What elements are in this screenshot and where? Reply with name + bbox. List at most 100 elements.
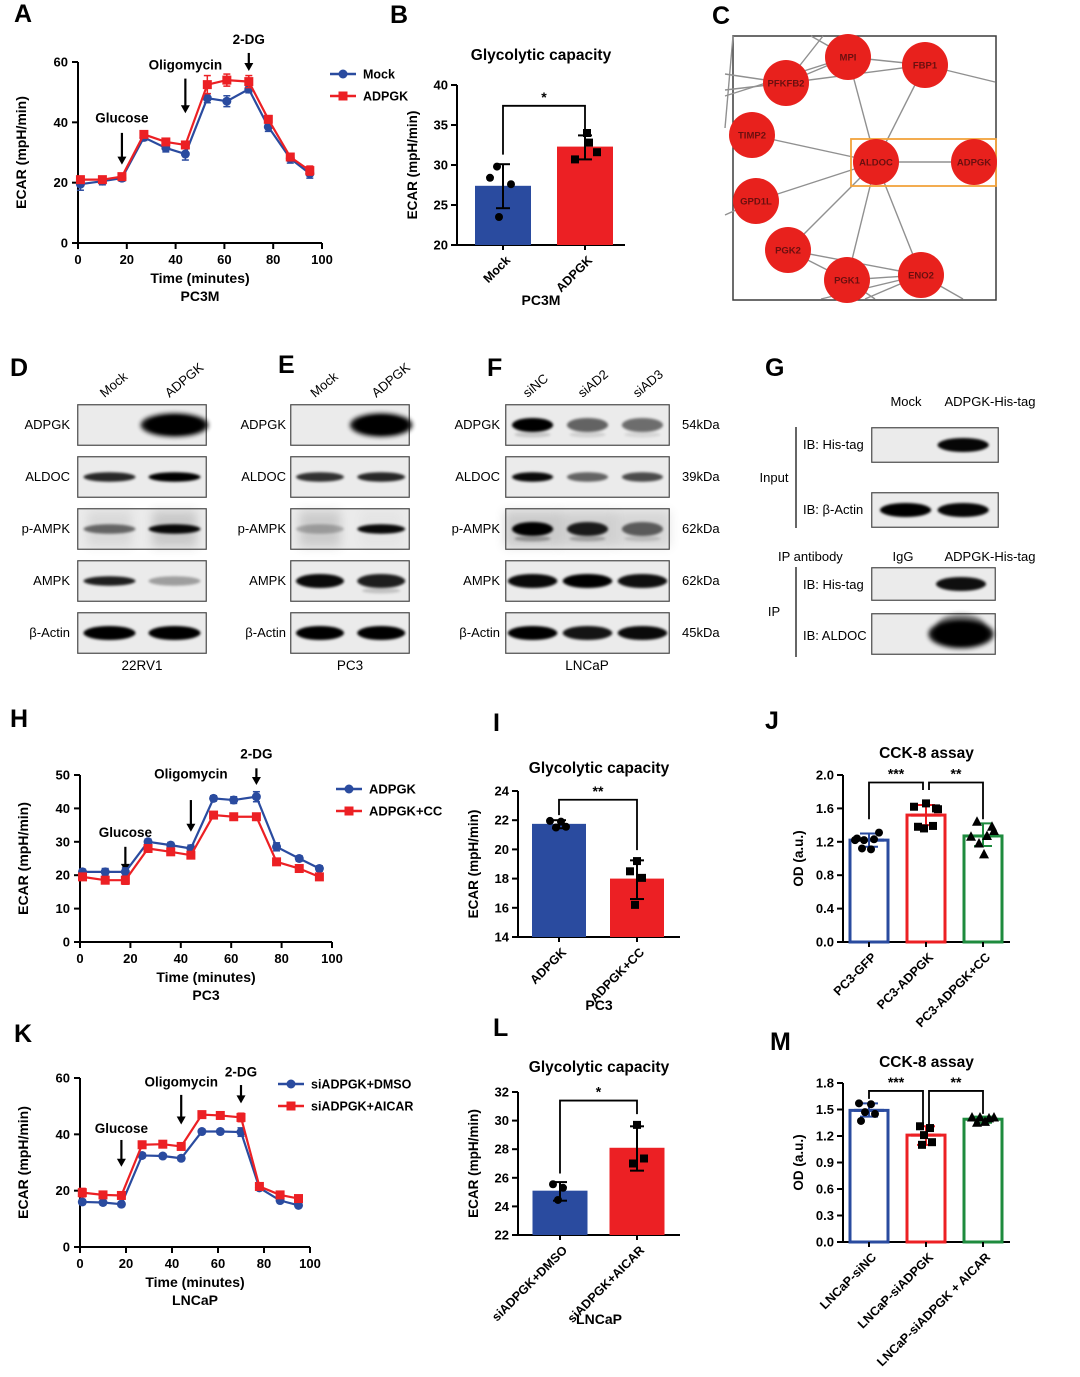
panel-d: D Mock ADPGK ADPGK ALDOC p-AMPK AMPK β-Actin 22… [10,352,250,692]
western-blot-lncap: siNC siAD2 siAD3 ADPGK 54kDa ALDOC 39kDa p-AMPK… [452,367,721,673]
lane-header: siAD3 [630,367,666,401]
significance-label: ** [951,766,962,782]
y-tick-label: 0.8 [816,868,834,883]
square-marker-icon [294,1194,303,1204]
circle-marker-icon [855,1099,863,1108]
blot-strip [871,567,996,601]
y-tick-label: 20 [56,1183,70,1198]
y-tick-label: 60 [56,1071,70,1086]
blot-row-label: AMPK [463,573,500,588]
arrowhead-icon [236,1095,246,1104]
protein-band [148,524,201,534]
legend-label: Mock [363,68,395,82]
square-marker-icon [633,1120,641,1129]
circle-marker-icon [493,162,501,171]
protein-band [566,418,609,432]
y-tick-label: 0.9 [816,1155,834,1170]
blot-row-label: β-Actin [245,625,286,640]
protein-band [617,626,668,640]
y-tick-label: 0.3 [816,1208,834,1223]
blot-strip [505,404,670,446]
category-label: ADPGK+CC [587,945,647,1005]
square-marker-icon [229,812,239,822]
series-line [80,87,311,186]
square-marker-icon [920,1131,928,1140]
protein-band [617,574,668,588]
blot-row-label: ALDOC [25,469,70,484]
category-label: PC3-GFP [831,950,879,998]
blot-row-label: p-AMPK [238,521,287,536]
annotation-label: Oligomycin [154,766,228,781]
protein-band [507,574,558,588]
panel-g: G Mock ADPGK-His-tag Input IB: His-tag IB: β… [750,352,1080,687]
panel-e-label: E [278,351,295,379]
molecular-weight-label: 54kDa [682,417,720,432]
gene-node-label: PGK2 [775,246,801,257]
circle-marker-icon [495,213,503,221]
blot-strip [77,612,207,654]
co-ip-western-blot: Mock ADPGK-His-tag Input IB: His-tag IB: β-A… [760,394,1036,657]
square-marker-icon [928,1138,936,1147]
y-tick-label: 35 [434,118,448,133]
y-tick-label: 32 [495,1085,509,1100]
blot-row-label: ADPGK [454,417,500,432]
panel-e: E Mock ADPGK ADPGK ALDOC p-AMPK AMPK β-Actin PC… [238,351,455,692]
panel-b-label: B [390,1,409,29]
circle-marker-icon [857,1116,865,1125]
y-axis-title: ECAR (mpH/min) [466,1109,481,1218]
ecar-line-chart-pc3m: 0 20 40 60 0 20 40 60 80 100 Time (minutes) PC3M ECA… [13,32,408,304]
lane-header: ADPGK [162,359,207,400]
panel-c-label: C [712,2,731,30]
square-marker-icon [286,1101,296,1111]
ecar-line-chart-pc3: 0 10 20 30 40 50 0 20 40 60 80 100 Time (minutes) PC3… [15,746,443,1003]
square-marker-icon [305,166,315,176]
significance-label: * [596,1084,602,1100]
circle-marker-icon [202,93,212,103]
arrowhead-icon [244,63,254,72]
arrowhead-icon [180,105,190,114]
x-tick-label: 60 [224,951,238,966]
y-axis-title: ECAR (mpH/min) [13,96,29,209]
significance-bracket [558,798,638,851]
significance-label: * [541,89,547,105]
square-marker-icon [143,843,153,853]
x-tick-label: 80 [257,1256,271,1271]
circle-marker-icon [100,867,110,877]
triangle-marker-icon [979,848,989,859]
y-tick-label: 50 [56,768,70,783]
triangle-marker-icon [967,1111,977,1122]
circle-marker-icon [294,854,304,863]
square-marker-icon [585,138,593,147]
chart-title: Glycolytic capacity [529,1059,670,1076]
significance-bracket [928,1090,984,1126]
gene-node-aldoc [853,139,899,185]
ip-antibody-label: IP antibody [778,549,843,564]
bar [962,1117,1004,1244]
arrowhead-icon [251,777,261,786]
triangle-marker-icon [989,1111,999,1122]
western-blot-pc3: Mock ADPGK ADPGK ALDOC p-AMPK AMPK β-Actin PC3 [238,359,414,673]
category-label: ADPGK [527,945,569,987]
y-tick-label: 0.4 [816,901,835,916]
bar [532,823,586,937]
glycolytic-capacity-bar-chart-lncap: Glycolytic capacity 22 24 26 28 30 32 ECAR (mpH… [466,1059,680,1327]
annotation-label: Glucose [99,825,153,840]
square-marker-icon [263,114,273,124]
cell-line-label: PC3 [585,997,612,1013]
y-tick-label: 0.0 [816,1235,834,1250]
annotation-label: Oligomycin [144,1074,218,1089]
blot-strip [504,508,671,550]
circle-marker-icon [251,792,261,802]
molecular-weight-label: 45kDa [682,625,720,640]
circle-marker-icon [552,823,560,832]
circle-marker-icon [557,817,565,826]
significance-label: *** [888,1074,905,1090]
blot-row-label: AMPK [33,573,70,588]
blot-row-label: p-AMPK [22,521,71,536]
category-label: siADPGK+DMSO [489,1243,570,1324]
significance-bracket [928,781,984,820]
legend-label: siADPGK+AICAR [311,1100,413,1114]
square-marker-icon [314,872,324,882]
square-marker-icon [638,873,646,882]
circle-marker-icon [137,1150,147,1160]
